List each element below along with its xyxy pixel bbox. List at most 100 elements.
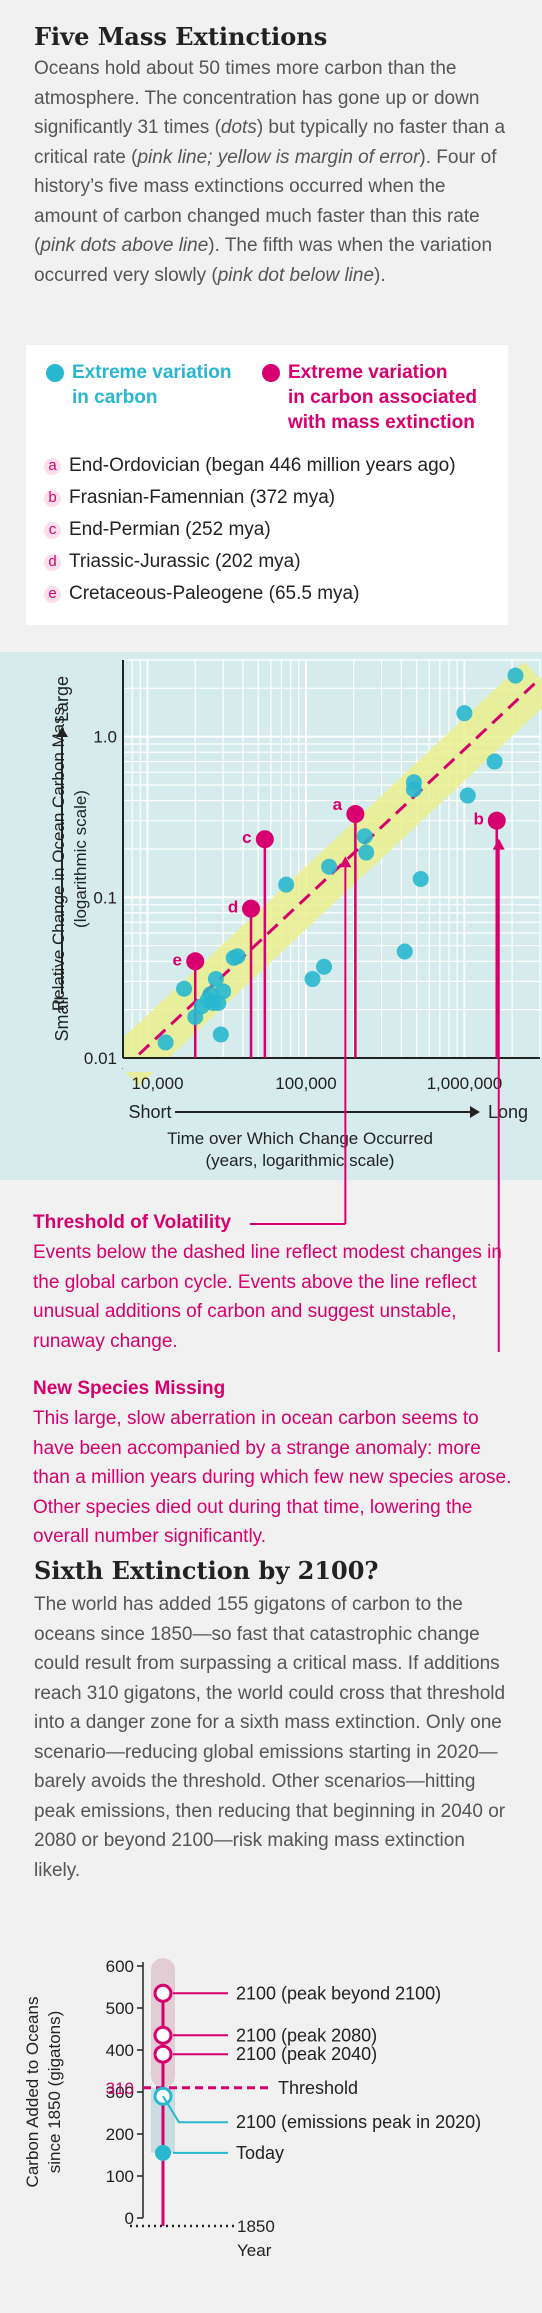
carbon-variation-point [412,871,429,888]
note-threshold-text: Events below the dashed line reflect mod… [33,1242,502,1352]
carbon-variation-point [321,858,338,875]
note-species-text: This large, slow aberration in ocean car… [33,1408,512,1547]
extinction-point [487,811,506,830]
scenario-marker [153,2086,173,2106]
carbon-variation-point [486,753,503,770]
scenario-label: Today [236,2143,284,2163]
scenario-marker [153,2044,173,2064]
carbon-variation-point [459,787,476,804]
extinction-point [346,805,365,824]
baseline-label: 1850 [237,2217,275,2236]
carbon-variation-point [316,958,333,975]
y-tick-label: 200 [106,2125,134,2144]
callout-lines [250,838,505,1352]
y-tick-label: 100 [106,2167,134,2186]
x-tick-label: 1,000,000 [427,1074,503,1093]
legend-box: Extreme variation in carbon Extreme vari… [26,345,508,625]
intro-paragraph: Oceans hold about 50 times more carbon t… [34,54,514,290]
scenario-label: 2100 (peak beyond 2100) [236,1983,441,2003]
note-species-heading: New Species Missing [33,1378,226,1399]
sixth-extinction-text: The world has added 155 gigatons of carb… [34,1594,506,1881]
chart-frame [63,652,542,1072]
carbon-variation-point [229,948,246,965]
legend-cyan-label: Extreme variation in carbon [72,362,232,408]
y-axis-title: Carbon Added to Oceans [23,1997,42,2188]
cyan-dot-icon [46,364,64,382]
pink-dot-icon [262,364,280,382]
x-axis-label: Year [237,2241,272,2260]
today-marker [155,2144,171,2161]
y-tick-label: 500 [106,1999,134,2018]
extinction-point [186,952,205,971]
legend-event-b: b Frasnian-Famennian (372 mya) [44,487,335,509]
extinction-point [255,830,274,849]
axis-text: 10,000 100,000 1,000,000 0.01 0.1 1.0 Short Lon… [49,676,528,1170]
extinction-scatter-chart: a b c d e 10,000 100,000 1,000,000 0.01 0.1 1.0 Sh… [49,652,542,1352]
x-axis-long-label: Long [488,1102,528,1122]
legend-event-e: e Cretaceous-Paleogene (65.5 mya) [44,583,359,605]
y-tick-label: 600 [106,1957,134,1976]
y-axis-arrowhead [56,727,68,737]
y-axis-subtitle: since 1850 (gigatons) [45,2011,64,2174]
scenario-label: 2100 (peak 2080) [236,2025,377,2045]
intro-emphasis: pink line; yellow is margin of error [137,146,420,168]
species-callout-arrowhead [492,838,505,850]
event-stems [193,814,498,1058]
y-axis-subtitle: (logarithmic scale) [71,790,90,928]
scenario-label: 2100 (emissions peak in 2020) [236,2112,481,2132]
sixth-extinction-title: Sixth Extinction by 2100? [34,1556,379,1585]
y-tick-label: 400 [106,2041,134,2060]
carbon-variation-point [396,943,413,960]
y-tick-label: 0 [125,2209,134,2228]
frame-mask-left [63,652,123,1068]
y-tick-label: 1.0 [93,728,117,747]
scenario-label: 2100 (peak 2040) [236,2044,377,2064]
carbon-variation-point [456,705,473,722]
extinction-label: b [474,810,484,829]
carbon-variation-point [405,781,422,798]
note-threshold-heading: Threshold of Volatility [33,1212,232,1233]
x-axis-short-label: Short [128,1102,171,1122]
carbon-variation-point [356,828,373,845]
y-axis-title: Relative Change in Ocean Carbon Mass [49,707,68,1011]
x-tick-label: 10,000 [132,1074,184,1093]
scenario-markers: Threshold Today 2100 (emissions peak in 20… [143,1983,481,2163]
carbon-variation-point [212,1026,229,1043]
carbon-variation-point [278,876,295,893]
scenario-marker [153,1983,173,2003]
intro-emphasis: pink dots above line [40,235,209,256]
threshold-tick-label: 310 [106,2079,134,2098]
extinction-point [242,899,261,918]
x-axis-subtitle: (years, logarithmic scale) [206,1151,395,1170]
intro-emphasis: dots [220,117,257,138]
legend-pink-label: Extreme variation in carbon associated w… [288,362,478,433]
y-tick-label: 0.1 [93,888,117,907]
intro-text: Oceans hold about 50 times more carbon t… [34,58,480,138]
carbon-variation-point [304,971,321,988]
threshold-callout-arrowhead [339,856,352,868]
x-tick-label: 100,000 [275,1074,336,1093]
y-axis-label-group: Carbon Added to Oceans since 1850 (gigato… [23,1997,64,2188]
legend-event-c: c End-Permian (252 mya) [44,519,271,541]
y-tick-label: 0.01 [84,1049,117,1068]
extinction-label: e [173,950,182,969]
carbon-variation-point [176,980,193,997]
carbon-scenarios-chart: 0 100 200 300 400 500 600 310 1850 Year Carbon Add… [23,1957,481,2260]
page-title: Five Mass Extinctions [34,22,328,51]
extinction-label: d [228,898,238,917]
extinction-label: c [242,828,251,847]
y-axis-large-label: Large [52,676,72,722]
intro-emphasis: pink dot below line [217,264,375,286]
y-axis-small-label: Small [52,996,72,1041]
y-tick-label: 300 [106,2083,134,2102]
y-axis-label-group: Relative Change in Ocean Carbon Mass (log… [49,707,90,1011]
data-points: a b c d e [157,667,524,1051]
threshold-label: Threshold [278,2078,358,2098]
frame-mask-bottom [123,1058,542,1072]
legend-event-d: d Triassic-Jurassic (202 mya) [44,551,301,573]
extinction-label: a [333,795,343,814]
y-axis-end-group: Small Large [52,676,72,1042]
x-axis-arrowhead [470,1106,480,1118]
legend-event-a: a End-Ordovician (began 446 million years… [44,455,456,477]
carbon-variation-point [507,667,524,684]
